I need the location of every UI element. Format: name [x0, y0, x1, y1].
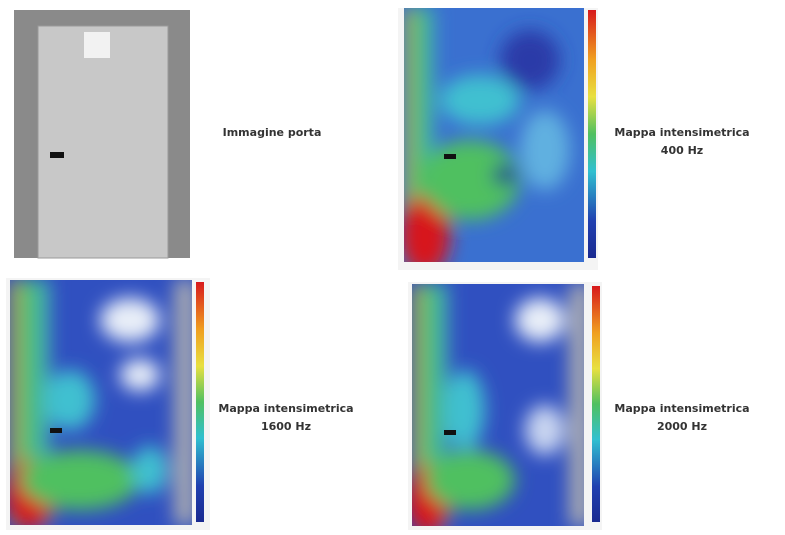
- caption: 400 Hz: [661, 144, 703, 157]
- heatmap: [5, 278, 210, 530]
- heatmap: [398, 8, 598, 275]
- caption: Immagine porta: [223, 126, 322, 139]
- caption: 2000 Hz: [657, 420, 707, 433]
- heatmap: [406, 282, 602, 535]
- caption: Mappa intensimetrica: [614, 126, 749, 139]
- caption: 1600 Hz: [261, 420, 311, 433]
- caption: Mappa intensimetrica: [614, 402, 749, 415]
- figure: Immagine porta Mappa intensimetrica 400 …: [0, 0, 785, 535]
- caption: Mappa intensimetrica: [218, 402, 353, 415]
- door-photo: [14, 10, 190, 258]
